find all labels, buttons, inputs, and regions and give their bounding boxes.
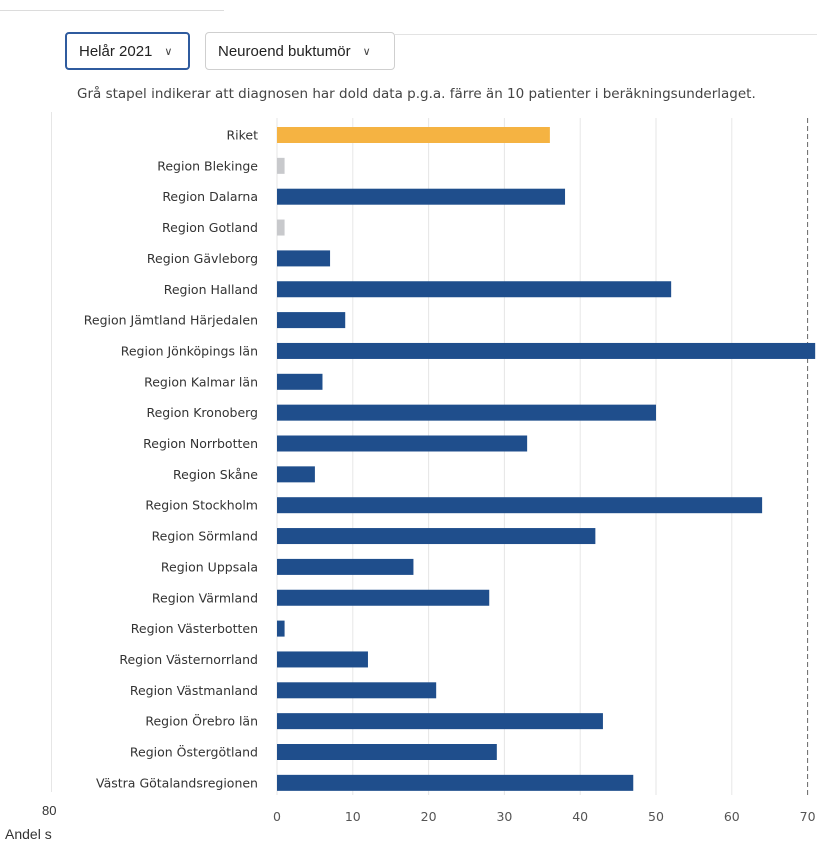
- bar: [277, 312, 346, 329]
- bar: [277, 528, 596, 545]
- bar: [277, 219, 285, 236]
- category-label: Region Västerbotten: [131, 621, 258, 636]
- category-label: Region Dalarna: [162, 189, 258, 204]
- bar: [277, 435, 528, 452]
- bar: [277, 558, 414, 575]
- bar: [277, 404, 656, 421]
- category-label: Region Uppsala: [161, 559, 258, 574]
- diagnosis-select[interactable]: Neuroend buktumör ∨: [205, 32, 395, 70]
- bar: [277, 651, 368, 668]
- chevron-down-icon: ∨: [362, 45, 371, 58]
- top-divider: [0, 10, 224, 11]
- category-label: Västra Götalandsregionen: [96, 775, 258, 790]
- bar: [277, 157, 285, 174]
- diagnosis-select-value: Neuroend buktumör: [218, 42, 351, 60]
- period-select-value: Helår 2021: [79, 42, 153, 60]
- bar: [277, 281, 672, 298]
- x-tick-label: 40: [572, 809, 588, 824]
- category-label: Region Sörmland: [152, 529, 258, 544]
- bar: [277, 342, 816, 359]
- category-label: Region Gotland: [162, 220, 258, 235]
- category-label: Region Västernorrland: [119, 652, 258, 667]
- category-label: Region Kalmar län: [144, 374, 258, 389]
- x-tick-label: 0: [273, 809, 281, 824]
- bar: [277, 497, 763, 514]
- bar: [277, 250, 331, 267]
- bar: [277, 744, 497, 760]
- category-label: Region Östergötland: [130, 744, 258, 760]
- category-label: Region Norrbotten: [143, 436, 258, 451]
- x-tick-label: 20: [421, 809, 437, 824]
- category-label: Region Värmland: [152, 590, 258, 605]
- x-tick-label: 10: [345, 809, 361, 824]
- category-label: Region Jämtland Härjedalen: [84, 313, 258, 328]
- x-tick-label: 50: [648, 809, 664, 824]
- left-chart-divider: [51, 112, 52, 792]
- left-axis-title-fragment: Andel s: [5, 826, 52, 842]
- bar: [277, 466, 315, 483]
- category-label: Region Örebro län: [145, 713, 258, 729]
- bar: [277, 682, 437, 699]
- top-divider-right: [395, 34, 817, 35]
- chevron-down-icon: ∨: [164, 45, 173, 58]
- x-tick-label: 60: [724, 809, 740, 824]
- bar: [277, 373, 323, 390]
- category-label: Region Kronoberg: [146, 405, 258, 420]
- category-label: Region Gävleborg: [147, 251, 258, 266]
- category-label: Region Blekinge: [157, 158, 258, 173]
- x-tick-label: 30: [496, 809, 512, 824]
- category-label: Region Skåne: [173, 467, 258, 482]
- bar: [277, 620, 285, 637]
- bar: [277, 713, 603, 730]
- category-label: Region Jönköpings län: [121, 343, 258, 358]
- category-label: Region Stockholm: [145, 498, 258, 513]
- category-label: Region Halland: [164, 282, 258, 297]
- category-label: Riket: [226, 128, 258, 143]
- left-axis-fragment: 80: [42, 803, 57, 818]
- bar: [277, 774, 634, 791]
- period-select[interactable]: Helår 2021 ∨: [65, 32, 190, 70]
- hidden-data-note: Grå stapel indikerar att diagnosen har d…: [77, 86, 756, 102]
- bar: [277, 589, 490, 606]
- bar: [277, 188, 566, 205]
- bar: [277, 127, 550, 143]
- x-tick-label: 70: [800, 809, 816, 824]
- category-label: Region Västmanland: [130, 683, 258, 698]
